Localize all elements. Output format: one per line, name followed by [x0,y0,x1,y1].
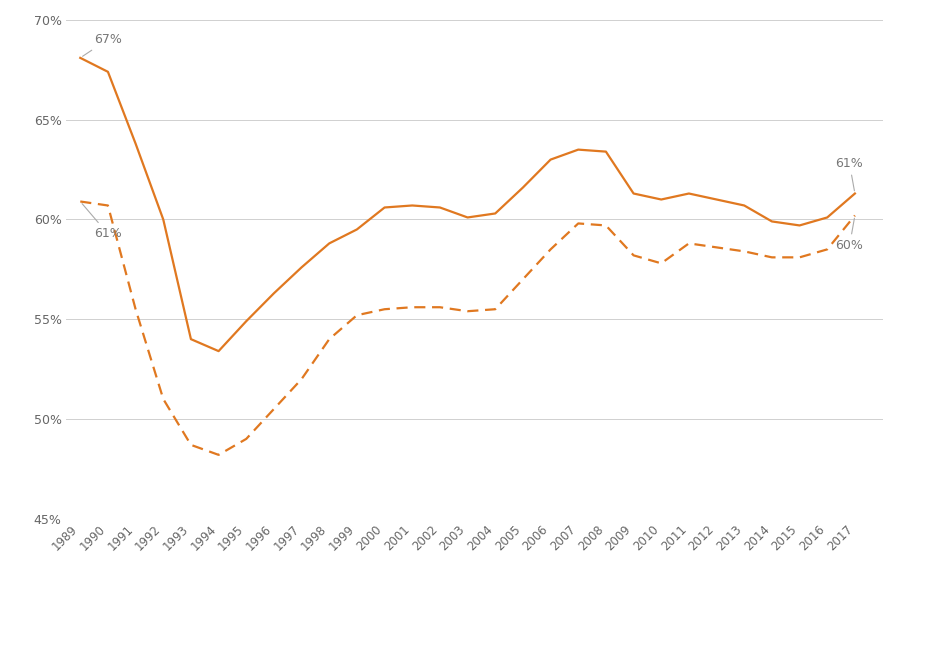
Ikävakioitu työllisyysaste %, 15-74 v [822,245,833,253]
Ikävakioitu työllisyysaste %, 15-74 v [462,307,474,315]
Ikävakioitu työllisyysaste %, 15-74 v [490,305,501,313]
Työllisyysaste %, 15-74 v [600,148,611,156]
Ikävakioitu työllisyysaste %, 15-74 v [240,435,251,443]
Työllisyysaste %, 15-74 v [75,54,86,62]
Työllisyysaste %, 15-74 v [628,190,640,198]
Työllisyysaste %, 15-74 v [766,217,777,225]
Työllisyysaste %, 15-74 v [545,156,556,164]
Työllisyysaste %, 15-74 v [269,289,280,297]
Ikävakioitu työllisyysaste %, 15-74 v [406,303,418,311]
Ikävakioitu työllisyysaste %, 15-74 v [656,259,667,267]
Työllisyysaste %, 15-74 v [738,201,750,209]
Ikävakioitu työllisyysaste %, 15-74 v [158,395,169,403]
Työllisyysaste %, 15-74 v [158,215,169,223]
Ikävakioitu työllisyysaste %, 15-74 v [379,305,390,313]
Ikävakioitu työllisyysaste %, 15-74 v [213,451,224,459]
Ikävakioitu työllisyysaste %, 15-74 v [185,441,196,449]
Ikävakioitu työllisyysaste %, 15-74 v [269,405,280,413]
Ikävakioitu työllisyysaste %, 15-74 v [296,375,307,383]
Työllisyysaste %, 15-74 v [849,190,861,198]
Ikävakioitu työllisyysaste %, 15-74 v [849,211,861,219]
Ikävakioitu työllisyysaste %, 15-74 v [766,253,777,261]
Ikävakioitu työllisyysaste %, 15-74 v [102,201,114,209]
Työllisyysaste %, 15-74 v [517,184,529,192]
Työllisyysaste %, 15-74 v [406,201,418,209]
Ikävakioitu työllisyysaste %, 15-74 v [711,243,722,251]
Text: 67%: 67% [83,33,122,57]
Työllisyysaste %, 15-74 v [351,225,363,233]
Työllisyysaste %, 15-74 v [462,213,474,221]
Ikävakioitu työllisyysaste %, 15-74 v [75,198,86,205]
Ikävakioitu työllisyysaste %, 15-74 v [572,219,584,227]
Työllisyysaste %, 15-74 v [185,335,196,343]
Työllisyysaste %, 15-74 v [324,239,335,247]
Line: Ikävakioitu työllisyysaste %, 15-74 v: Ikävakioitu työllisyysaste %, 15-74 v [81,201,855,455]
Työllisyysaste %, 15-74 v [213,347,224,355]
Työllisyysaste %, 15-74 v [296,263,307,271]
Line: Työllisyysaste %, 15-74 v: Työllisyysaste %, 15-74 v [81,58,855,351]
Työllisyysaste %, 15-74 v [794,221,806,229]
Ikävakioitu työllisyysaste %, 15-74 v [435,303,446,311]
Ikävakioitu työllisyysaste %, 15-74 v [628,251,640,259]
Ikävakioitu työllisyysaste %, 15-74 v [794,253,806,261]
Ikävakioitu työllisyysaste %, 15-74 v [683,239,695,247]
Työllisyysaste %, 15-74 v [683,190,695,198]
Työllisyysaste %, 15-74 v [490,209,501,217]
Ikävakioitu työllisyysaste %, 15-74 v [517,275,529,283]
Työllisyysaste %, 15-74 v [711,196,722,203]
Ikävakioitu työllisyysaste %, 15-74 v [351,311,363,319]
Työllisyysaste %, 15-74 v [130,140,141,148]
Text: 61%: 61% [835,156,864,191]
Text: 60%: 60% [835,218,864,253]
Työllisyysaste %, 15-74 v [240,317,251,325]
Työllisyysaste %, 15-74 v [435,203,446,211]
Text: 61%: 61% [82,203,121,241]
Työllisyysaste %, 15-74 v [379,203,390,211]
Ikävakioitu työllisyysaste %, 15-74 v [738,247,750,255]
Ikävakioitu työllisyysaste %, 15-74 v [324,335,335,343]
Työllisyysaste %, 15-74 v [572,146,584,154]
Ikävakioitu työllisyysaste %, 15-74 v [600,221,611,229]
Työllisyysaste %, 15-74 v [822,213,833,221]
Ikävakioitu työllisyysaste %, 15-74 v [130,305,141,313]
Työllisyysaste %, 15-74 v [656,196,667,203]
Työllisyysaste %, 15-74 v [102,68,114,76]
Ikävakioitu työllisyysaste %, 15-74 v [545,245,556,253]
